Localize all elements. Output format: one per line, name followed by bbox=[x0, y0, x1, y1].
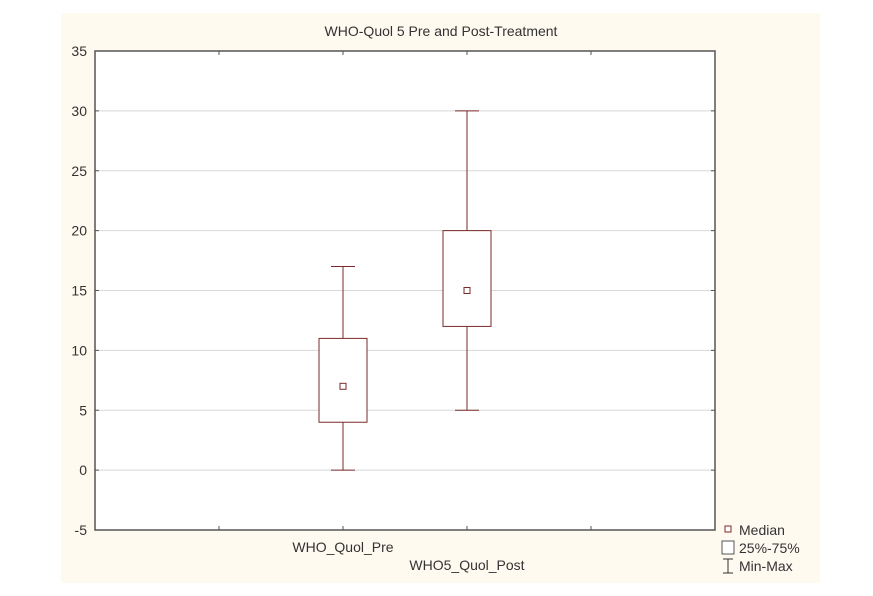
y-tick-label: 10 bbox=[71, 342, 87, 358]
x-category-label: WHO5_Quol_Post bbox=[409, 557, 524, 573]
iqr-box bbox=[318, 337, 368, 423]
legend-minmax: Min-Max bbox=[739, 558, 793, 574]
y-tick-label: 35 bbox=[71, 43, 87, 59]
y-tick-label: 20 bbox=[71, 223, 87, 239]
y-tick-label: -5 bbox=[75, 522, 88, 538]
legend-box-icon bbox=[721, 540, 735, 555]
y-tick-label: 30 bbox=[71, 103, 87, 119]
y-tick-label: 0 bbox=[79, 462, 87, 478]
chart-title: WHO-Quol 5 Pre and Post-Treatment bbox=[324, 23, 558, 39]
x-category-label: WHO_Quol_Pre bbox=[292, 539, 393, 555]
legend-median: Median bbox=[739, 522, 785, 538]
plot-frame bbox=[94, 50, 716, 531]
legend-iqr: 25%-75% bbox=[739, 540, 800, 556]
y-tick-label: 5 bbox=[79, 402, 87, 418]
median-marker bbox=[463, 287, 471, 294]
iqr-box bbox=[442, 230, 492, 327]
median-marker bbox=[339, 382, 347, 390]
y-tick-label: 25 bbox=[71, 163, 87, 179]
y-tick-label: 15 bbox=[71, 283, 87, 299]
legend-median-icon bbox=[724, 525, 732, 533]
